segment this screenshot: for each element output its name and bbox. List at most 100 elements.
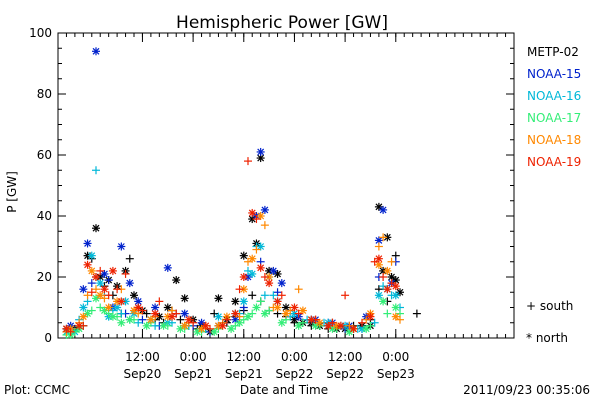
north-point-d2 [248,255,256,263]
south-point [345,321,354,330]
x-tick-label-time: 0:00 [382,350,409,364]
north-point-d2 [79,313,87,321]
south-point [172,309,181,318]
north-point-d2 [88,252,96,260]
south-point [379,233,388,242]
chart-title: Hemispheric Power [GW] [176,13,388,33]
north-point-d2 [248,270,256,278]
south-point [176,315,185,324]
y-axis-label: P [GW] [5,171,19,213]
north-point-d2 [126,316,134,324]
north-point [100,306,109,315]
north-point-d2 [240,297,248,305]
north-point [387,273,396,281]
north-point-d2 [151,310,159,318]
north-point-d2 [265,279,273,287]
north-point [79,303,88,312]
north-point-d2 [130,291,138,299]
north-point-d2 [96,279,104,287]
legend: METP-02 NOAA-15 NOAA-16 NOAA-17 NOAA-18 NOAA-… [527,45,581,169]
south-point [239,315,248,324]
north-point-d2 [316,319,324,327]
north-point-d2 [63,325,70,333]
north-point-d2 [375,255,383,263]
north-point [244,312,252,321]
north-point-d2 [265,273,273,281]
y-tick-label: 40 [37,209,52,223]
north-point [92,294,100,303]
north-point [298,306,307,315]
north-point-d2 [244,313,252,321]
north-point-d2 [240,273,248,281]
north-point-d2 [88,267,96,275]
north-point [193,327,202,336]
north-point [307,315,316,324]
south-point [260,291,269,300]
north-point-d2 [79,304,87,311]
x-tick-label-date: Sep20 [123,367,161,381]
south-point [235,312,244,321]
south-point [412,309,421,318]
north-point-d2 [282,304,290,311]
north-point-d2 [202,322,210,330]
north-point [218,321,227,330]
north-point-d2 [210,328,218,336]
south-point [248,291,257,300]
north-point [379,297,388,306]
north-point [231,309,240,318]
north-point [92,224,100,233]
north-point-d2 [375,203,383,211]
north-point [79,285,88,294]
south-point [104,291,113,300]
south-point [117,309,126,318]
north-point [201,321,210,330]
north-point [100,269,109,278]
north-point [214,312,223,321]
north-point-d2 [383,267,391,275]
north-point-d2 [117,319,125,327]
north-point-d2 [113,304,121,311]
north-point [117,318,126,327]
south-point [260,273,269,281]
north-point [248,269,257,278]
x-tick-label-time: 12:00 [226,350,261,364]
north-point-d2 [109,313,117,321]
y-tick-label: 100 [29,26,52,40]
x-tick-label-time: 0:00 [180,350,207,364]
south-point [298,318,307,327]
north-point-d2 [291,310,298,318]
north-point-d2 [92,273,100,281]
north-point [282,309,290,318]
north-point [383,266,392,275]
north-point [125,279,134,288]
north-point-d2 [164,304,172,311]
north-point-d2 [92,294,100,302]
north-point [248,208,257,217]
north-point [391,303,400,312]
north-point [151,309,160,318]
south-point [294,285,303,294]
north-point-d2 [215,294,222,302]
south-point [294,309,303,318]
south-point [362,315,371,324]
north-point [142,321,151,330]
legend-entry: NOAA-15 [527,67,581,81]
south-point [189,318,198,327]
north-point [379,205,388,214]
north-point-d2 [312,322,319,330]
north-point-d2 [295,322,303,330]
north-point-d2 [231,297,239,305]
north-point [172,276,181,285]
north-point [336,321,345,330]
south-point [366,321,375,330]
north-point [227,324,236,333]
north-point [83,309,92,318]
south-point [83,291,92,300]
north-point [87,266,96,275]
north-point-d2 [172,276,180,284]
north-point-d2 [291,316,298,324]
north-point-d2 [75,322,83,330]
north-point [273,269,282,278]
x-axis-label: Date and Time [240,383,328,397]
